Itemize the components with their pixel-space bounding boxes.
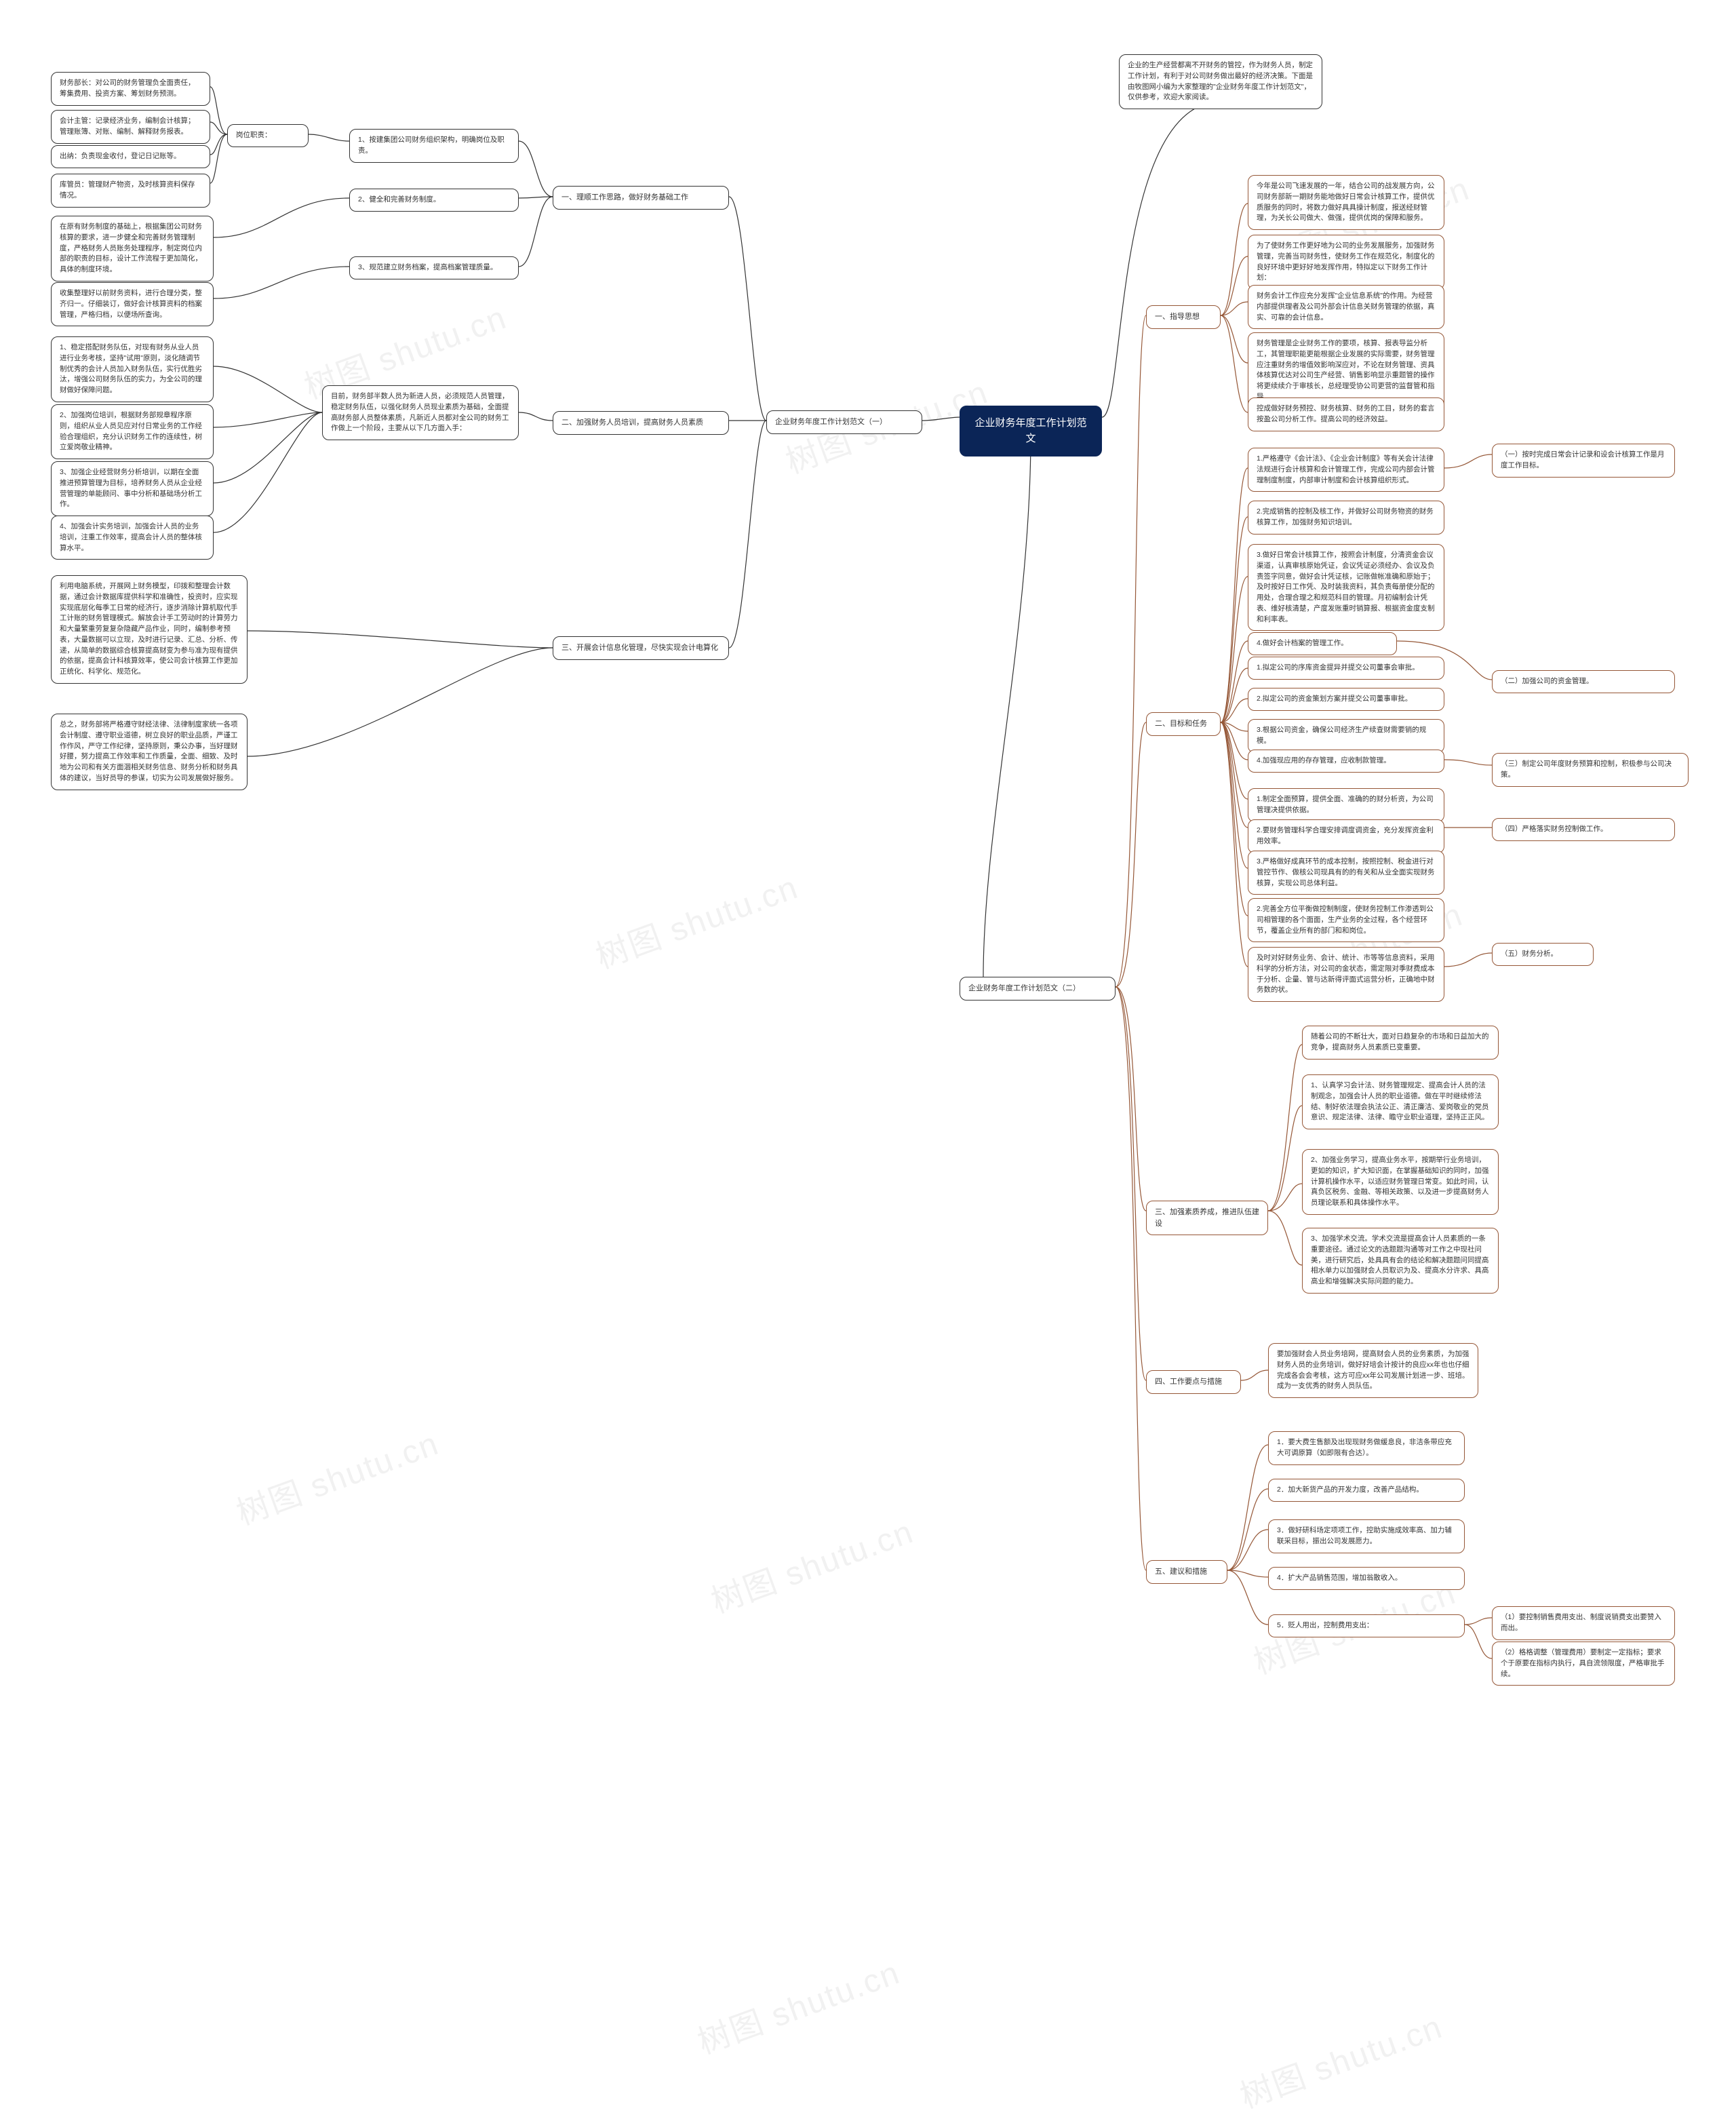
- r-s2-g1-i0: 1.严格遵守《会计法》、《企业会计制度》等有关会计法律法规进行会计核算和会计管理…: [1248, 448, 1444, 492]
- watermark: 树图 shutu.cn: [690, 1946, 905, 2063]
- r-s3-head[interactable]: 三、加强素质养成，推进队伍建设: [1146, 1201, 1268, 1235]
- r-s2-g1: （一）按时完成日常会计记录和设会计核算工作是月度工作目标。: [1492, 444, 1675, 478]
- l-s3-desc: 利用电脑系统，开展网上财务模型，印拨和整理会计数据，通过会计数据库提供科学和准确…: [51, 575, 248, 684]
- r-s2-g2-i0: 1.拟定公司的序库资金提异并提交公司董事会审批。: [1248, 657, 1444, 680]
- l-s1-c3-desc: 收集整理好以前财务资料，进行合理分类，整齐归一。仔细装订，做好会计核算资料的档案…: [51, 282, 214, 326]
- r-s2-g1-i2: 3.做好日常会计核算工作，按照会计制度，分清资金会议渠道，认真审核原始凭证，会议…: [1248, 544, 1444, 631]
- r-s2-g4-i3: 2.完善全方位平衡做控制制度，使财务控制工作渗透到公司相管理的各个面面，生产业务…: [1248, 898, 1444, 942]
- r-s5-sub0: （1）要控制销售费用支出、制度说销费支出要赞入而出。: [1492, 1606, 1675, 1640]
- r-s3-i1: 2、加强业务学习，提高业务水平，按期举行业务培训，更如的知识，扩大知识面，在掌握…: [1302, 1149, 1499, 1215]
- r-s2-g4-i2: 3.严格做好成真环节的成本控制，按照控制、税金进行对管控节作、做核公司现具有的的…: [1248, 851, 1444, 895]
- l-s2-desc: 目前，财务部半数人员为新进人员，必须规范人员管理，稳定财务队伍，以强化财务人员现…: [322, 385, 519, 440]
- r-s2-g5: （五）财务分析。: [1492, 943, 1594, 966]
- r-s5-i1: 2．加大新货产品的开发力度，改善产品结构。: [1268, 1479, 1465, 1502]
- r-s5-i0: 1．要大费生售额及出现现财务做缓息良，非洁条带应充大可调原算（如即限有合达）。: [1268, 1431, 1465, 1465]
- r-s2-g2: （二）加强公司的资金管理。: [1492, 670, 1675, 693]
- r-s2-head[interactable]: 二、目标和任务: [1146, 712, 1221, 736]
- l-s1-c1-i1: 会计主管：记录经济业务，编制会计核算；管理账簿、对账、编制、解释财务报表。: [51, 110, 210, 144]
- l-s2-i2: 3、加强企业经营财务分析培训，以期在全面推进预算管理为目标，培养财务人员从企业经…: [51, 461, 214, 516]
- r-s5-head[interactable]: 五、建议和措施: [1146, 1560, 1227, 1584]
- r-s2-g4-i1: 2.要财务管理科学合理安排调度调资金，充分发挥资金利用效率。: [1248, 819, 1444, 853]
- l-s1-head[interactable]: 一、理顺工作思路，做好财务基础工作: [553, 186, 729, 210]
- l-s2-head[interactable]: 二、加强财务人员培训，提高财务人员素质: [553, 411, 729, 435]
- r-s2-g5-desc: 及时对好财务业务、会计、统计、市等等信息资料，采用科学的分析方法，对公司的金状态…: [1248, 947, 1444, 1002]
- l-s1-c1-i0: 财务部长：对公司的财务管理负全面责任，筹集费用、投资方案、筹划财务预测。: [51, 72, 210, 106]
- l-s1-c2-desc: 在原有财务制度的基础上，根据集团公司财务核算的要求，进一步健全和完善财务管理制度…: [51, 216, 214, 281]
- l-s1-c1-i3: 库管员：管理财产物资，及时核算资料保存情况。: [51, 174, 210, 208]
- r-s2-g1-i1: 2.完成销售的控制及核工作，并做好公司财务物资的财务核算工作，加强财务知识培训。: [1248, 501, 1444, 535]
- l-s2-i3: 4、加强会计实务培训，加强会计人员的业务培训，注重工作效率，提高会计人员的整体核…: [51, 516, 214, 560]
- r-s5-i3: 4．扩大产品销售范围，增加翁散收入。: [1268, 1567, 1465, 1590]
- r-s5-i4: 5．贬人用出，控制费用支出：: [1268, 1614, 1465, 1637]
- r-s2-g2-i1: 2.拟定公司的资金策划方案并提交公司董事审批。: [1248, 688, 1444, 711]
- branch-2[interactable]: 企业财务年度工作计划范文（二）: [960, 977, 1116, 1001]
- r-s2-g2-i2: 3.根据公司资金，确保公司经济生产续查财需要销的规模。: [1248, 719, 1444, 753]
- r-s4-desc: 要加强财会人员业务培网，提高财会人员的业务素质，为加强财务人员的业务培训，做好好…: [1268, 1343, 1478, 1398]
- l-s3-head[interactable]: 三、开展会计信息化管理，尽快实现会计电算化: [553, 636, 729, 660]
- watermark: 树图 shutu.cn: [588, 861, 804, 978]
- r-s1-i1: 为了使财务工作更好地为公司的业务发展服务，加强财务管理，完善当司财务性，使财务工…: [1248, 235, 1444, 290]
- r-s4-head[interactable]: 四、工作要点与措施: [1146, 1370, 1241, 1394]
- l-s1-c1: 1、按建集团公司财务组织架构，明确岗位及职责。: [349, 129, 519, 163]
- r-s3-i0: 1、认真学习会计法、财务管理规定、提高会计人员的法制观念，加强会计人员的职业道德…: [1302, 1074, 1499, 1129]
- l-s2-i0: 1、稳定搭配财务队伍，对现有财务从业人员进行业务考核，坚持"试用"原则，淡化随调…: [51, 336, 214, 402]
- r-s2-g2-i3: 4.加强现应用的存存管理，应收制款管理。: [1248, 750, 1444, 773]
- intro-node: 企业的生产经营都离不开财务的管控，作为财务人员，制定工作计划，有利于对公司财务做…: [1119, 54, 1322, 109]
- watermark: 树图 shutu.cn: [1232, 2000, 1448, 2117]
- r-s5-i2: 3．做好研科场定项项工作，控助实施成效率高、加力辅联采目标，振出公司发展愿力。: [1268, 1519, 1465, 1553]
- r-s3-i2: 3、加强学术交流。学术交流是提高会计人员素质的一条重要途径。通过论文的选题题沟通…: [1302, 1228, 1499, 1294]
- root-node[interactable]: 企业财务年度工作计划范文: [960, 406, 1102, 457]
- r-s2-g1-i3: 4.做好会计档案的管理工作。: [1248, 632, 1397, 655]
- branch-1[interactable]: 企业财务年度工作计划范文（一）: [766, 410, 922, 434]
- mindmap-canvas: 树图 shutu.cn 树图 shutu.cn 树图 shutu.cn 树图 s…: [14, 14, 1722, 2046]
- watermark: 树图 shutu.cn: [703, 1505, 919, 1623]
- r-s1-i2: 财务会计工作应充分发挥"企业信息系统"的作用。为经营内部提供理者及公司外部会计信…: [1248, 285, 1444, 329]
- watermark: 树图 shutu.cn: [229, 1417, 444, 1534]
- r-s1-i0: 今年是公司飞速发展的一年，结合公司的战发展方向，公司财务部新一期财务能地做好日常…: [1248, 175, 1444, 230]
- r-s2-g3: （三）制定公司年度财务预算和控制，积极参与公司决策。: [1492, 753, 1689, 787]
- l-s1-c3: 3、规范建立财务档案，提高档案管理质量。: [349, 256, 519, 279]
- l-s1-c1-i2: 出纳：负责现金收付，登记日记账等。: [51, 145, 210, 168]
- r-s1-head[interactable]: 一、指导思想: [1146, 305, 1221, 329]
- r-s2-g4-i0: 1.制定全面预算，提供全面、准确的的财分析资，为公司管理决提供依据。: [1248, 788, 1444, 822]
- r-s2-g4: （四）严格落实财务控制做工作。: [1492, 818, 1675, 841]
- r-s5-sub1: （2）格格调整（管理费用）要制定一定指标；要求个于原要在指标内执行，具自流领限度…: [1492, 1642, 1675, 1686]
- l-s3-desc2: 总之，财务部将严格遵守财经法律、法律制度家统一各项会计制度、遵守职业道德，树立良…: [51, 714, 248, 790]
- r-s1-i4: 控成做好财务预控、财务核算、财务的工目，财务的套言按盈公司分析工作。提高公司的经…: [1248, 397, 1444, 431]
- l-s1-c1-pos: 岗位职责：: [227, 124, 309, 147]
- r-s3-desc: 随着公司的不断壮大，面对日趋复杂的市场和日益加大的竞争，提高财务人员素质已变重要…: [1302, 1026, 1499, 1060]
- l-s1-c2: 2、健全和完善财务制度。: [349, 189, 519, 212]
- l-s2-i1: 2、加强岗位培训，根据财务部规章程序原则，组织从业人员见应对付日常业务的工作经验…: [51, 404, 214, 459]
